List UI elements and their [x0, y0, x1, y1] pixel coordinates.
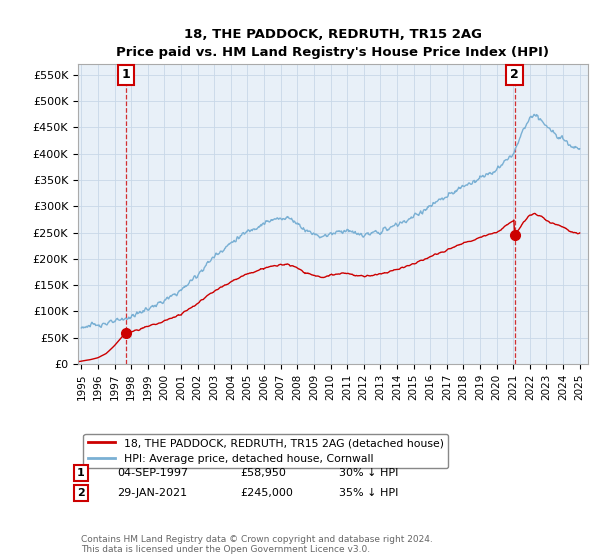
Title: 18, THE PADDOCK, REDRUTH, TR15 2AG
Price paid vs. HM Land Registry's House Price: 18, THE PADDOCK, REDRUTH, TR15 2AG Price… [116, 28, 550, 59]
Text: 35% ↓ HPI: 35% ↓ HPI [339, 488, 398, 498]
Text: 1: 1 [77, 468, 85, 478]
Text: £245,000: £245,000 [240, 488, 293, 498]
Text: £58,950: £58,950 [240, 468, 286, 478]
Text: 1: 1 [121, 68, 130, 81]
Text: 30% ↓ HPI: 30% ↓ HPI [339, 468, 398, 478]
Text: 2: 2 [510, 68, 519, 81]
Text: 2: 2 [77, 488, 85, 498]
Legend: 18, THE PADDOCK, REDRUTH, TR15 2AG (detached house), HPI: Average price, detache: 18, THE PADDOCK, REDRUTH, TR15 2AG (deta… [83, 434, 448, 468]
Text: Contains HM Land Registry data © Crown copyright and database right 2024.
This d: Contains HM Land Registry data © Crown c… [81, 535, 433, 554]
Text: 29-JAN-2021: 29-JAN-2021 [117, 488, 187, 498]
Text: 04-SEP-1997: 04-SEP-1997 [117, 468, 188, 478]
